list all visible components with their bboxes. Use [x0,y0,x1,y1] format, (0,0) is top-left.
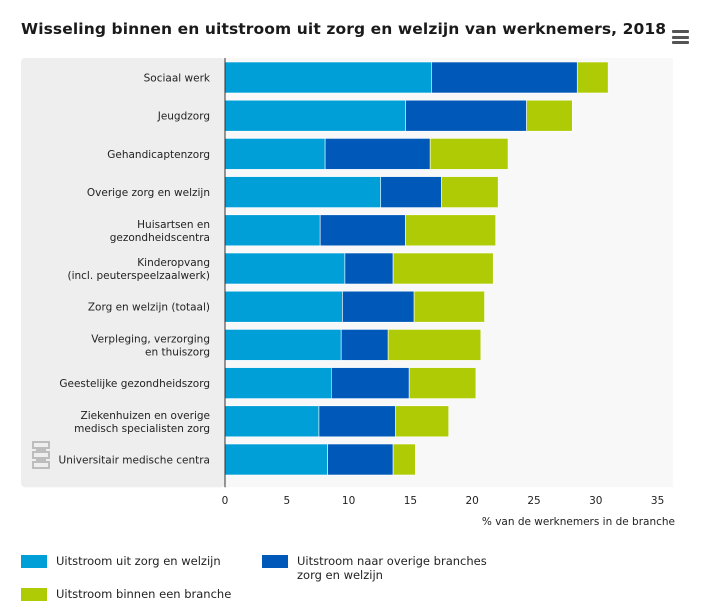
chart-title: Wisseling binnen en uitstroom uit zorg e… [21,20,667,38]
legend-label: Uitstroom naar overige branches zorg en … [297,554,487,582]
cbs-logo-icon [32,441,50,469]
category-label: Geestelijke gezondheidszorg [59,378,210,390]
category-label: Universitair medische centra [59,455,210,467]
x-tick-label: 30 [589,495,602,507]
bar-segment[interactable] [224,252,346,285]
menu-line [672,30,689,33]
bar-segment[interactable] [318,405,396,438]
bar-segment[interactable] [405,214,496,247]
bar-segment[interactable] [408,367,477,399]
hamburger-menu-icon[interactable] [672,30,689,44]
x-tick-label: 0 [222,495,229,507]
legend-label: Uitstroom uit zorg en welzijn [56,554,221,568]
category-label: Overige zorg en welzijn [87,187,210,199]
x-tick-label: 25 [527,495,540,507]
bar-segment[interactable] [440,176,499,208]
bar-segment[interactable] [224,405,320,438]
bar-segment[interactable] [224,61,432,94]
bar-segment[interactable] [387,329,482,361]
x-tick-label: 5 [283,495,290,507]
category-label: Kinderopvang (incl. peuterspeelzaalwerk) [67,257,210,282]
bar-segment[interactable] [429,138,509,170]
bar-segment[interactable] [224,443,328,476]
legend-swatch [21,588,47,601]
bar-segment[interactable] [327,443,394,476]
legend-item-uitstroom-binnen[interactable]: Uitstroom binnen een branche [21,587,231,601]
x-tick-label: 15 [404,495,417,507]
bar-segment[interactable] [340,329,389,361]
bar-segment[interactable] [413,290,485,323]
x-tick-label: 35 [651,495,664,507]
bar-segment[interactable] [526,99,573,132]
legend-swatch [21,555,47,568]
menu-line [672,35,689,39]
menu-line [672,41,689,44]
category-label: Jeugdzorg [157,111,210,123]
bar-segment[interactable] [224,138,326,170]
bar-segment[interactable] [431,61,578,94]
category-label: Ziekenhuizen en overige medisch specialis… [74,410,210,435]
bar-segment[interactable] [392,252,494,285]
bar-segment[interactable] [324,138,431,170]
bar-segment[interactable] [392,443,416,476]
bar-segment[interactable] [380,176,442,208]
legend-item-uitstroom-naar-overige[interactable]: Uitstroom naar overige branches zorg en … [262,554,487,582]
bar-segment[interactable] [224,176,382,208]
bar-segment[interactable] [224,99,406,132]
category-label: Huisartsen en gezondheidscentra [110,219,210,244]
bar-segment[interactable] [342,290,415,323]
chart-legend: Uitstroom uit zorg en welzijn Uitstroom … [21,548,681,604]
bar-segment[interactable] [344,252,394,285]
category-label: Verpleging, verzorging en thuiszorg [91,333,210,358]
bar-segment[interactable] [319,214,406,247]
category-panel [21,58,225,488]
bar-chart: Sociaal werk Jeugdzorg Gehandicaptenzorg Ov… [21,58,675,528]
bar-segment[interactable] [224,367,332,399]
category-label: Gehandicaptenzorg [107,149,210,161]
bar-segment[interactable] [395,405,450,438]
x-tick-label: 10 [342,495,355,507]
category-label: Zorg en welzijn (totaal) [88,302,210,314]
bar-segment[interactable] [224,214,321,247]
bar-segment[interactable] [224,290,343,323]
legend-label: Uitstroom binnen een branche [56,587,232,601]
x-tick-label: 20 [466,495,479,507]
bar-segment[interactable] [405,99,527,132]
category-label: Sociaal werk [144,73,211,85]
legend-swatch [262,555,288,568]
legend-item-uitstroom-uit[interactable]: Uitstroom uit zorg en welzijn [21,554,221,568]
x-axis-label: % van de werknemers in de branche [482,516,675,528]
bar-segment[interactable] [224,329,342,361]
bar-segment[interactable] [576,61,609,94]
bar-segment[interactable] [330,367,410,399]
